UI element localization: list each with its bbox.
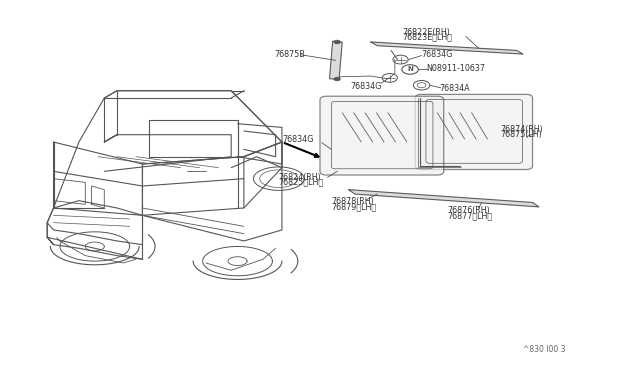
Text: 76876(RH): 76876(RH) xyxy=(447,206,490,215)
Text: 76834G: 76834G xyxy=(351,82,382,91)
Text: 76874(RH): 76874(RH) xyxy=(501,125,543,134)
Text: N08911-10637: N08911-10637 xyxy=(427,64,486,73)
FancyBboxPatch shape xyxy=(415,94,532,170)
Text: 76834G: 76834G xyxy=(422,49,453,58)
Text: 76834G: 76834G xyxy=(282,135,314,144)
Polygon shape xyxy=(371,42,523,54)
Text: 76879〈LH〉: 76879〈LH〉 xyxy=(332,202,376,211)
Polygon shape xyxy=(330,41,342,80)
Text: 76877〈LH〉: 76877〈LH〉 xyxy=(447,212,492,221)
Text: 76822E(RH): 76822E(RH) xyxy=(403,28,451,36)
Text: ^830 l00 3: ^830 l00 3 xyxy=(523,345,566,354)
FancyBboxPatch shape xyxy=(320,96,444,175)
Text: 76824(RH): 76824(RH) xyxy=(278,173,321,182)
Circle shape xyxy=(334,77,340,81)
Text: 76878(RH): 76878(RH) xyxy=(332,197,374,206)
Text: 76823E〈LH〉: 76823E〈LH〉 xyxy=(403,33,452,42)
Polygon shape xyxy=(349,190,539,207)
Text: 76875(LH): 76875(LH) xyxy=(501,130,543,139)
Text: 76825〈LH〉: 76825〈LH〉 xyxy=(278,178,323,187)
Text: 76875B: 76875B xyxy=(275,50,305,59)
Circle shape xyxy=(334,40,340,44)
Text: N: N xyxy=(407,67,413,73)
Text: 76834A: 76834A xyxy=(439,84,470,93)
